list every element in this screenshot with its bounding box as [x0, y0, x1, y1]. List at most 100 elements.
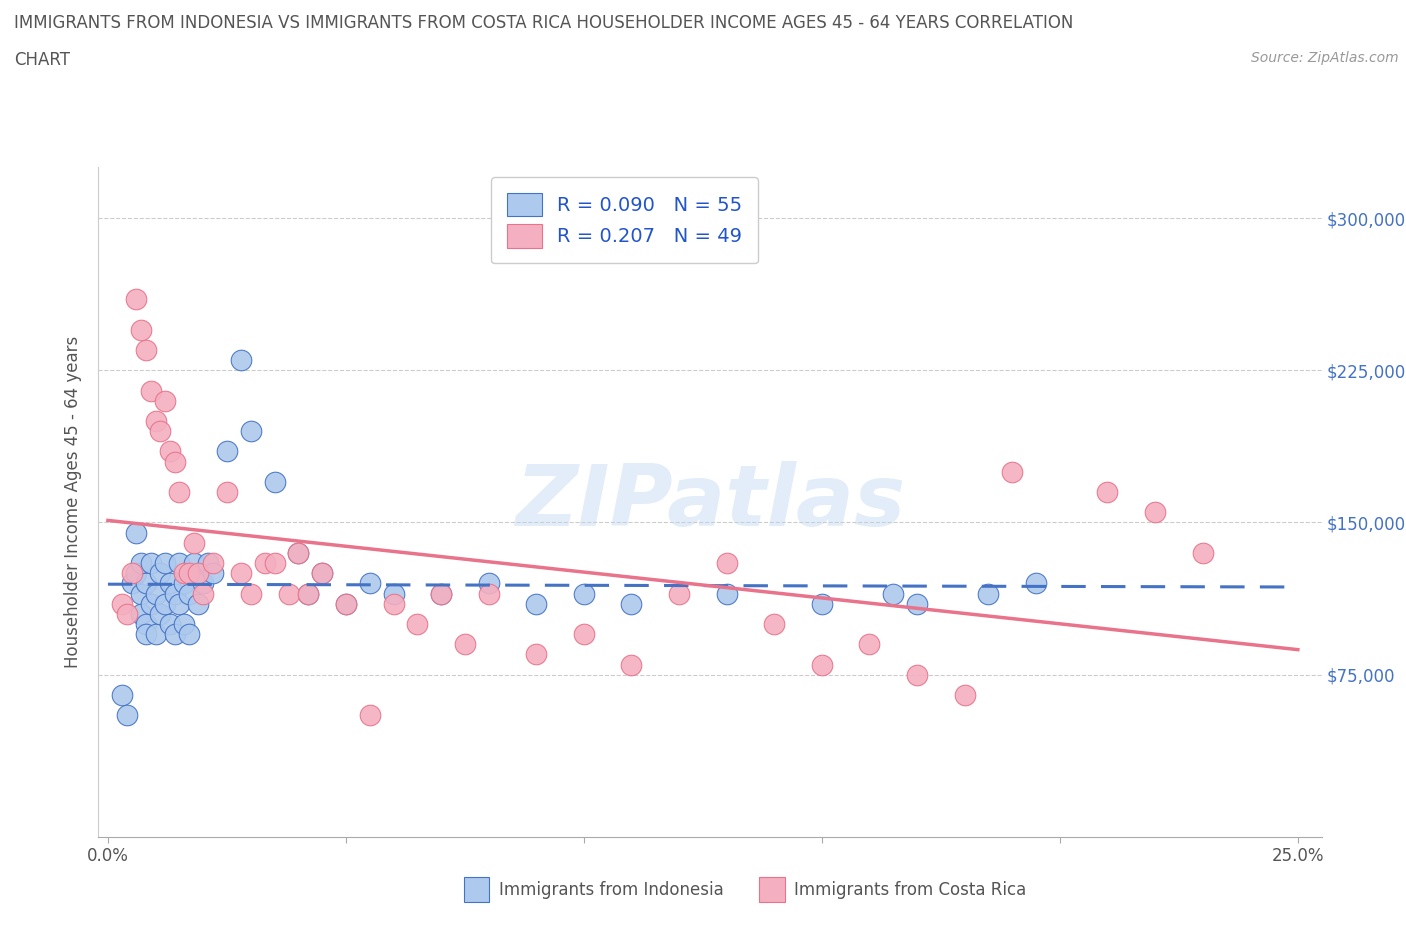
Point [311, 565, 333, 580]
Point [239, 586, 262, 601]
Point [620, 658, 643, 672]
Text: Source: ZipAtlas.com: Source: ZipAtlas.com [1251, 51, 1399, 65]
Point [572, 627, 595, 642]
Point [716, 586, 738, 601]
Point [129, 586, 152, 601]
Point [169, 555, 191, 570]
Point [163, 454, 186, 469]
Text: Immigrants from Costa Rica: Immigrants from Costa Rica [794, 881, 1026, 899]
Point [231, 352, 253, 367]
Point [905, 596, 928, 611]
Point [277, 586, 299, 601]
Point [115, 708, 138, 723]
Point [263, 474, 285, 489]
Point [129, 606, 152, 621]
Point [173, 576, 195, 591]
Point [145, 586, 167, 601]
Point [297, 586, 319, 601]
Point [177, 565, 200, 580]
Text: IMMIGRANTS FROM INDONESIA VS IMMIGRANTS FROM COSTA RICA HOUSEHOLDER INCOME AGES : IMMIGRANTS FROM INDONESIA VS IMMIGRANTS … [14, 14, 1073, 32]
Point [311, 565, 333, 580]
Point [153, 596, 176, 611]
Point [153, 555, 176, 570]
Point [135, 617, 157, 631]
Point [121, 565, 143, 580]
Point [716, 555, 738, 570]
Point [1191, 546, 1213, 561]
Y-axis label: Householder Income Ages 45 - 64 years: Householder Income Ages 45 - 64 years [65, 336, 83, 669]
Point [811, 658, 834, 672]
Point [125, 525, 148, 540]
Point [145, 627, 167, 642]
Text: Immigrants from Indonesia: Immigrants from Indonesia [499, 881, 724, 899]
Point [135, 576, 157, 591]
Text: CHART: CHART [14, 51, 70, 69]
Point [115, 606, 138, 621]
Point [763, 617, 786, 631]
Point [430, 586, 453, 601]
Point [572, 586, 595, 601]
Point [183, 536, 205, 551]
Point [139, 555, 162, 570]
Point [977, 586, 1000, 601]
Point [187, 596, 209, 611]
Point [263, 555, 285, 570]
Point [524, 596, 547, 611]
Point [183, 555, 205, 570]
Point [905, 667, 928, 682]
Point [149, 565, 172, 580]
Point [382, 596, 405, 611]
Point [129, 323, 152, 338]
Point [197, 555, 219, 570]
Point [187, 565, 209, 580]
Point [858, 637, 880, 652]
Point [111, 596, 134, 611]
Point [159, 444, 181, 458]
Point [1025, 576, 1047, 591]
Point [359, 576, 381, 591]
Point [811, 596, 834, 611]
Point [668, 586, 690, 601]
Point [135, 627, 157, 642]
Legend: R = 0.090   N = 55, R = 0.207   N = 49: R = 0.090 N = 55, R = 0.207 N = 49 [491, 177, 758, 263]
Point [145, 414, 167, 429]
Point [191, 576, 214, 591]
Point [253, 555, 276, 570]
Point [454, 637, 477, 652]
Point [139, 596, 162, 611]
Point [149, 424, 172, 439]
Text: ZIPatlas: ZIPatlas [515, 460, 905, 544]
Point [169, 596, 191, 611]
Point [406, 617, 429, 631]
Point [111, 687, 134, 702]
Point [135, 342, 157, 357]
Point [153, 393, 176, 408]
Point [201, 555, 224, 570]
Point [1097, 485, 1119, 499]
Point [159, 576, 181, 591]
Point [478, 576, 501, 591]
Point [173, 565, 195, 580]
Point [953, 687, 976, 702]
Point [159, 617, 181, 631]
Point [1144, 505, 1167, 520]
Point [191, 586, 214, 601]
Point [478, 586, 501, 601]
Point [430, 586, 453, 601]
Point [620, 596, 643, 611]
Point [163, 627, 186, 642]
Point [125, 565, 148, 580]
Point [882, 586, 904, 601]
Point [129, 555, 152, 570]
Point [163, 586, 186, 601]
Point [173, 617, 195, 631]
Point [239, 424, 262, 439]
Point [524, 647, 547, 662]
Point [215, 485, 238, 499]
Point [287, 546, 309, 561]
Point [287, 546, 309, 561]
Point [169, 485, 191, 499]
Point [177, 586, 200, 601]
Point [125, 292, 148, 307]
Point [215, 444, 238, 458]
